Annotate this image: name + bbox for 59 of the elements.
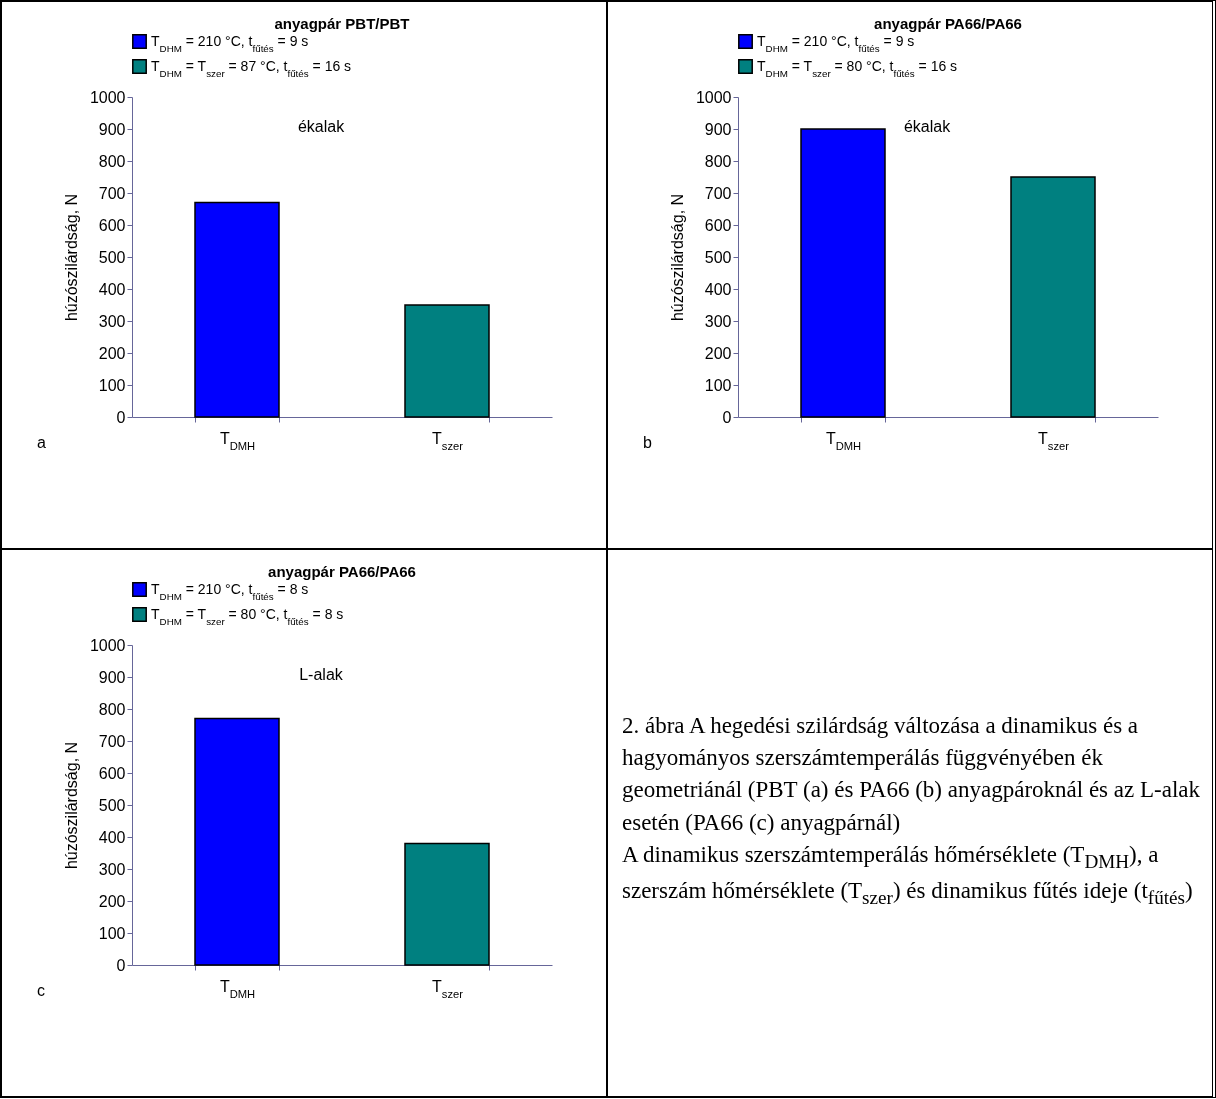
chart-title: anyagpár PBT/PBT xyxy=(274,15,410,32)
y-tick-label: 900 xyxy=(98,668,126,686)
text: b xyxy=(643,434,652,451)
y-tick-label: 600 xyxy=(98,764,126,782)
y-tick-label: 700 xyxy=(704,184,732,202)
y-axis-title: húzószilárdság, N xyxy=(62,193,80,322)
chart-title: anyagpár PA66/PA66 xyxy=(874,15,1022,32)
y-tick-label: 400 xyxy=(98,280,126,298)
x-tick-label: T$_{DMH}$ xyxy=(219,429,256,452)
y-tick-label: 0 xyxy=(116,956,126,974)
y-tick-label: 800 xyxy=(704,152,732,170)
x-tick-label: T$_{DMH}$ xyxy=(219,977,256,1000)
chart-title: anyagpár PA66/PA66 xyxy=(268,563,416,580)
y-tick-label: 0 xyxy=(722,408,732,426)
y-axis-title: húzószilárdság, N xyxy=(62,741,80,870)
y-tick-label: 800 xyxy=(98,152,126,170)
y-tick-label: 500 xyxy=(98,248,126,266)
x-tick-label: T$_{DMH}$ xyxy=(825,429,862,452)
text: c xyxy=(37,982,45,999)
y-tick-label: 600 xyxy=(704,216,732,234)
y-tick-label: 900 xyxy=(704,120,732,138)
legend-label: T$_{DHM}$ = T$_{szer}$ = 80 °C, t$_{fűtés}$ = 8 s xyxy=(151,605,344,626)
x-tick-label: T$_{szer}$ xyxy=(432,429,464,452)
text: a xyxy=(37,434,46,451)
y-tick-label: 700 xyxy=(98,184,126,202)
y-tick-label: 600 xyxy=(98,216,126,234)
legend-label: T$_{DHM}$ = T$_{szer}$ = 80 °C, t$_{fűtés}$ = 16 s xyxy=(757,57,958,78)
y-tick-label: 400 xyxy=(98,828,126,846)
y-tick-label: 500 xyxy=(98,796,126,814)
legend-label: T$_{DHM}$ = 210 °C, t$_{fűtés}$ = 9 s xyxy=(757,32,915,53)
y-tick-label: 100 xyxy=(98,376,126,394)
legend-label: T$_{DHM}$ = T$_{szer}$ = 87 °C, t$_{fűtés}$ = 16 s xyxy=(151,57,352,78)
y-tick-label: 500 xyxy=(704,248,732,266)
annotation: ékalak xyxy=(903,118,952,135)
y-tick-label: 800 xyxy=(98,700,126,718)
y-tick-label: 400 xyxy=(704,280,732,298)
y-tick-label: 100 xyxy=(98,924,126,942)
y-tick-label: 300 xyxy=(98,312,126,330)
text: 2. ábra A hegedési szilárdság változása a dinamikus és a hagyományos szerszámtemperálás függvényében ék geometriánál (PBT (a) és PA66 (b) anyagpároknál és az L-alak esetén (PA66 (c) anyagpárnál) xyxy=(622,712,1200,837)
y-tick-label: 200 xyxy=(98,344,126,362)
y-tick-label: 200 xyxy=(98,892,126,910)
annotation: L-alak xyxy=(299,666,344,683)
y-tick-label: 200 xyxy=(704,344,732,362)
text: A dinamikus szerszámtemperálás hőmérséklete (T$_{DMH}$), a szerszám hőmérséklete (T$_{szer}$) és dinamikus fűtés ideje (t$_{fűtés}$) xyxy=(622,841,1193,908)
y-tick-label: 700 xyxy=(98,732,126,750)
x-tick-label: T$_{szer}$ xyxy=(432,977,464,1000)
y-tick-label: 900 xyxy=(98,120,126,138)
annotation: ékalak xyxy=(297,118,346,135)
y-tick-label: 100 xyxy=(704,376,732,394)
y-tick-label: 1000 xyxy=(89,636,126,654)
y-axis-title: húzószilárdság, N xyxy=(668,193,686,322)
y-tick-label: 0 xyxy=(116,408,126,426)
y-tick-label: 300 xyxy=(98,860,126,878)
legend-label: T$_{DHM}$ = 210 °C, t$_{fűtés}$ = 8 s xyxy=(151,580,309,601)
legend-label: T$_{DHM}$ = 210 °C, t$_{fűtés}$ = 9 s xyxy=(151,32,309,53)
y-tick-label: 300 xyxy=(704,312,732,330)
y-tick-label: 1000 xyxy=(695,88,732,106)
x-tick-label: T$_{szer}$ xyxy=(1038,429,1070,452)
y-tick-label: 1000 xyxy=(89,88,126,106)
